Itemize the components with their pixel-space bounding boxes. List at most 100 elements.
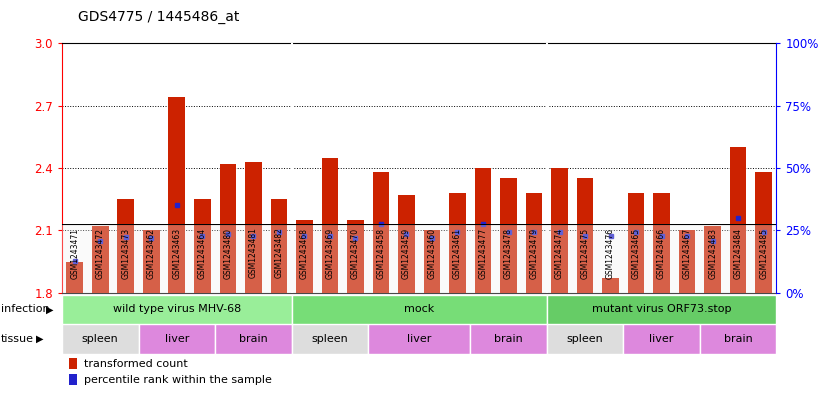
Bar — [547, 324, 624, 354]
Bar — [475, 168, 491, 293]
Text: liver: liver — [407, 334, 431, 344]
Bar — [113, 224, 139, 295]
Text: GSM1243467: GSM1243467 — [682, 228, 691, 279]
Text: brain: brain — [494, 334, 523, 344]
Text: liver: liver — [164, 334, 189, 344]
Bar — [139, 224, 164, 295]
Bar — [368, 324, 470, 354]
Text: mock: mock — [404, 305, 434, 314]
Text: spleen: spleen — [82, 334, 119, 344]
Bar — [470, 224, 496, 295]
Text: GSM1243458: GSM1243458 — [377, 228, 386, 279]
Text: ▶: ▶ — [46, 305, 54, 314]
Text: GSM1243465: GSM1243465 — [632, 228, 641, 279]
Bar — [756, 172, 772, 293]
Bar — [653, 193, 670, 293]
Text: GSM1243475: GSM1243475 — [581, 228, 590, 279]
Bar — [725, 224, 751, 295]
Bar — [551, 168, 567, 293]
Bar — [577, 178, 593, 293]
Text: GSM1243474: GSM1243474 — [555, 228, 564, 279]
Text: GSM1243464: GSM1243464 — [197, 228, 206, 279]
Bar — [624, 224, 649, 295]
Text: ▶: ▶ — [36, 334, 43, 344]
Bar — [424, 230, 440, 293]
Bar — [751, 224, 776, 295]
Text: GSM1243473: GSM1243473 — [121, 228, 131, 279]
Bar — [292, 224, 317, 295]
Text: wild type virus MHV-68: wild type virus MHV-68 — [112, 305, 241, 314]
Text: transformed count: transformed count — [84, 358, 188, 369]
Bar — [117, 199, 134, 293]
Bar — [547, 295, 776, 324]
Text: infection: infection — [1, 305, 50, 314]
Bar — [700, 324, 776, 354]
Bar — [143, 230, 159, 293]
Bar — [240, 224, 266, 295]
Text: GSM1243485: GSM1243485 — [759, 228, 768, 279]
Bar — [521, 224, 547, 295]
Text: GSM1243472: GSM1243472 — [96, 228, 105, 279]
Text: spleen: spleen — [567, 334, 604, 344]
Bar — [602, 278, 619, 293]
Text: tissue: tissue — [1, 334, 34, 344]
Text: GDS4775 / 1445486_at: GDS4775 / 1445486_at — [78, 9, 240, 24]
Text: liver: liver — [649, 334, 674, 344]
Bar — [139, 324, 215, 354]
Bar — [628, 193, 644, 293]
Bar — [62, 295, 292, 324]
Text: GSM1243476: GSM1243476 — [606, 228, 615, 279]
Text: GSM1243482: GSM1243482 — [274, 228, 283, 278]
Bar — [470, 324, 547, 354]
Bar — [398, 195, 415, 293]
Bar — [730, 147, 747, 293]
Text: GSM1243480: GSM1243480 — [223, 228, 232, 279]
Text: mutant virus ORF73.stop: mutant virus ORF73.stop — [592, 305, 731, 314]
Bar — [69, 374, 77, 385]
Text: GSM1243481: GSM1243481 — [249, 228, 258, 278]
Text: brain: brain — [239, 334, 268, 344]
Bar — [215, 224, 240, 295]
Bar — [444, 224, 470, 295]
Bar — [169, 97, 185, 293]
Bar — [292, 324, 368, 354]
Text: GSM1243461: GSM1243461 — [453, 228, 462, 279]
Text: brain: brain — [724, 334, 752, 344]
Text: percentile rank within the sample: percentile rank within the sample — [84, 375, 272, 384]
Bar — [215, 324, 292, 354]
Bar — [271, 199, 287, 293]
Bar — [266, 224, 292, 295]
Bar — [62, 224, 88, 295]
Bar — [194, 199, 211, 293]
Text: GSM1243463: GSM1243463 — [173, 228, 181, 279]
Text: GSM1243471: GSM1243471 — [70, 228, 79, 279]
Bar — [501, 178, 517, 293]
Bar — [164, 224, 189, 295]
Bar — [649, 224, 674, 295]
Text: GSM1243460: GSM1243460 — [427, 228, 436, 279]
Text: GSM1243459: GSM1243459 — [402, 228, 411, 279]
Bar — [189, 224, 215, 295]
Bar — [343, 224, 368, 295]
Bar — [69, 358, 77, 369]
Bar — [373, 172, 389, 293]
Text: GSM1243477: GSM1243477 — [478, 228, 487, 279]
Text: GSM1243469: GSM1243469 — [325, 228, 335, 279]
Text: GSM1243466: GSM1243466 — [657, 228, 666, 279]
Text: GSM1243462: GSM1243462 — [147, 228, 156, 279]
Text: spleen: spleen — [311, 334, 349, 344]
Bar — [368, 224, 394, 295]
Bar — [674, 224, 700, 295]
Bar — [572, 224, 598, 295]
Bar — [92, 226, 108, 293]
Bar — [220, 164, 236, 293]
Bar — [547, 224, 572, 295]
Bar — [525, 193, 543, 293]
Bar — [598, 224, 624, 295]
Bar — [347, 220, 363, 293]
Text: GSM1243483: GSM1243483 — [708, 228, 717, 279]
Bar — [88, 224, 113, 295]
Bar — [496, 224, 521, 295]
Bar — [679, 230, 695, 293]
Bar — [419, 224, 444, 295]
